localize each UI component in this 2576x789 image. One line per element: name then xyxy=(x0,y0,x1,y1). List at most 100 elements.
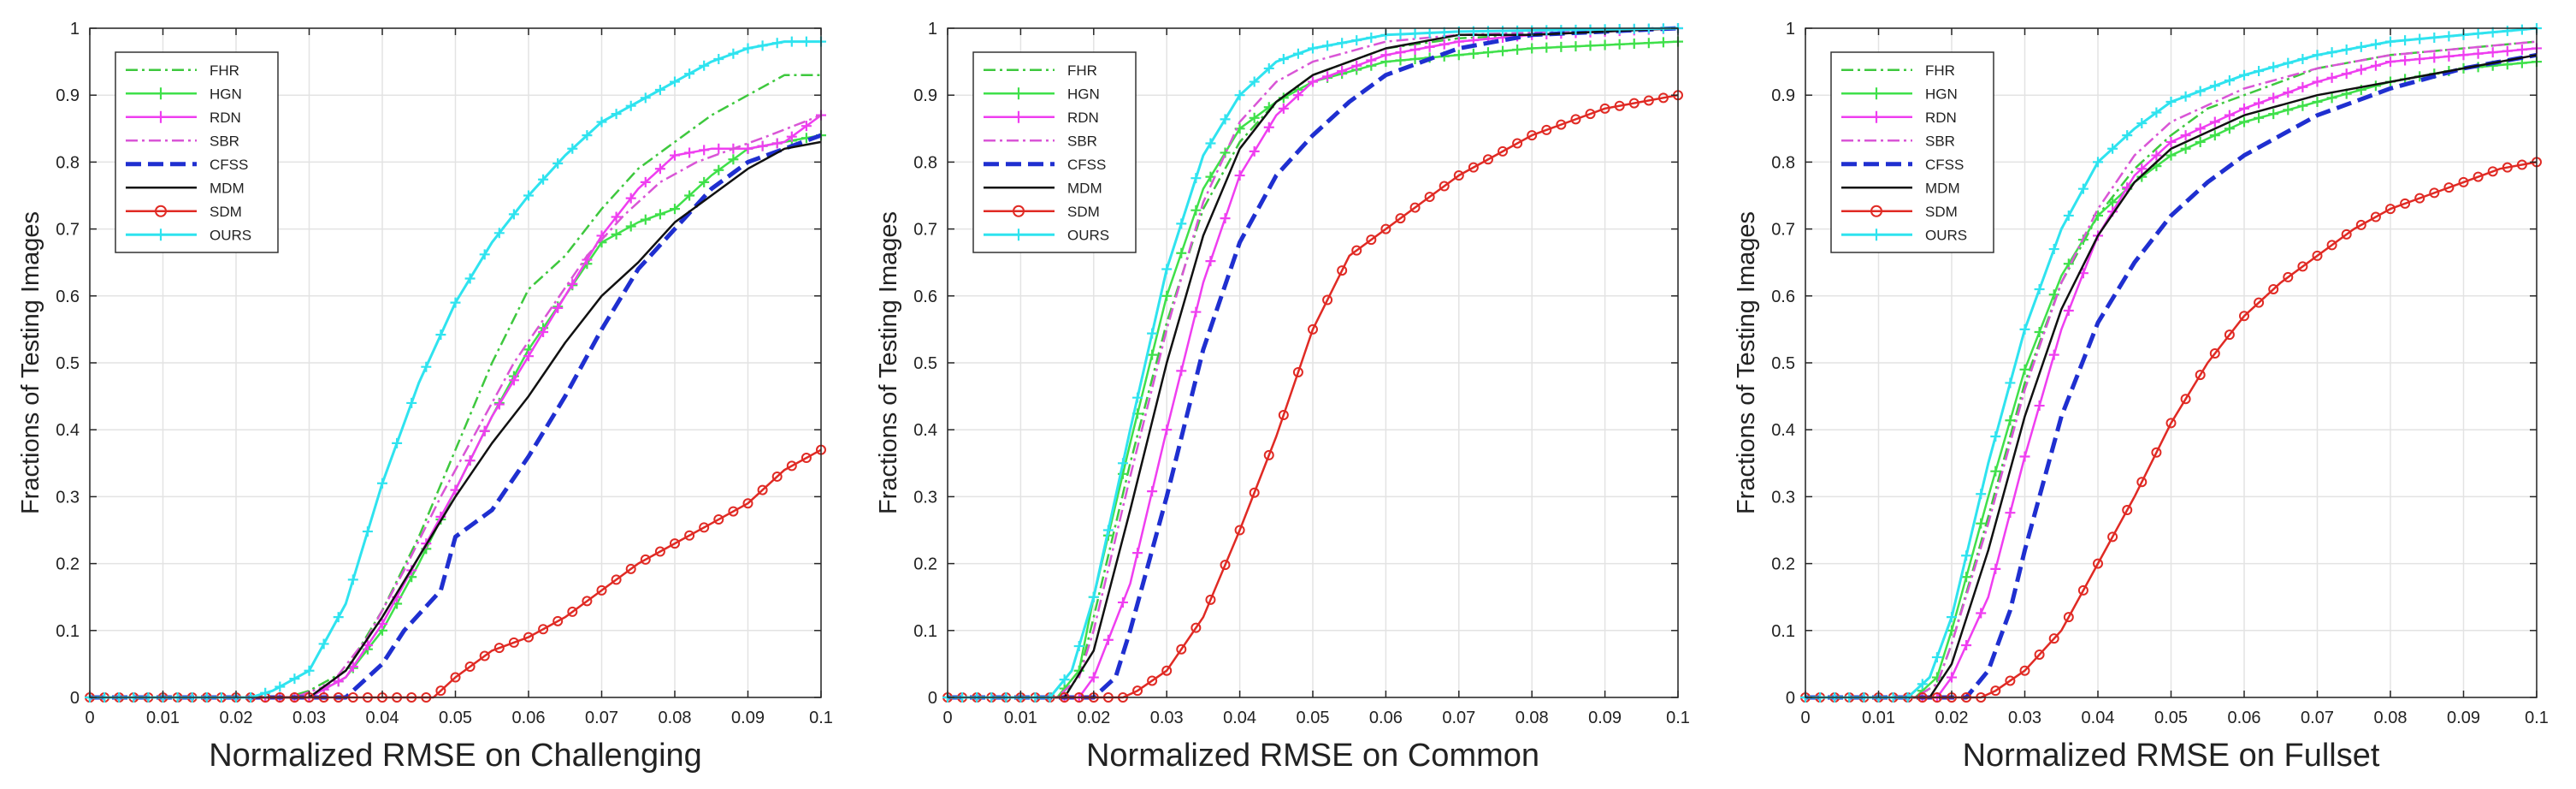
series-marker-ours xyxy=(2209,80,2220,92)
y-tick-label: 0.8 xyxy=(913,153,937,172)
series-marker-rdn xyxy=(464,455,476,466)
series-line-sdm xyxy=(90,448,822,699)
series-marker-rdn xyxy=(1990,563,2001,574)
series-marker-hgn xyxy=(2005,415,2016,426)
series-marker-ours xyxy=(538,174,549,185)
series-marker-ours xyxy=(670,76,680,87)
y-tick-label: 0.2 xyxy=(56,555,80,574)
legend-label-sdm: SDM xyxy=(1067,204,1100,220)
series-marker-sdm xyxy=(538,624,549,635)
series-marker-rdn xyxy=(2297,81,2308,92)
series-marker-hgn xyxy=(2180,143,2191,154)
y-tick-label: 0.5 xyxy=(56,354,80,373)
x-tick-label: 0.05 xyxy=(439,709,472,727)
series-marker-sdm xyxy=(1643,95,1654,106)
series-marker-hgn xyxy=(699,176,710,187)
series-marker-rdn xyxy=(1947,672,1957,683)
series-marker-sdm xyxy=(1278,409,1289,420)
series-marker-ours xyxy=(1395,29,1406,40)
y-axis-label: Fractions of Testing Images xyxy=(1733,211,1760,514)
series-marker-sdm xyxy=(1351,245,1362,256)
series-marker-sdm xyxy=(1161,665,1173,676)
series-marker-hgn xyxy=(2195,136,2206,147)
series-marker-sdm xyxy=(1990,685,2001,697)
series-marker-sdm xyxy=(1424,192,1435,203)
x-tick-label: 0.07 xyxy=(1442,709,1475,727)
series-line-cfss xyxy=(90,133,822,700)
series-marker-rdn xyxy=(2283,87,2294,98)
legend-marker-rdn xyxy=(1870,110,1882,123)
x-tick-label: 0 xyxy=(85,709,94,727)
series-marker-hgn xyxy=(1147,349,1158,360)
x-tick-label: 0.02 xyxy=(1077,709,1110,727)
series-marker-rdn xyxy=(757,140,768,151)
legend-label-hgn: HGN xyxy=(1067,86,1100,102)
series-marker-sdm xyxy=(1249,487,1260,498)
series-line-cfss xyxy=(1805,52,2538,700)
series-marker-rdn xyxy=(1132,548,1143,559)
y-tick-label: 0.4 xyxy=(1771,421,1795,440)
series-marker-rdn xyxy=(2151,150,2162,161)
series-marker-ours xyxy=(1541,25,1552,36)
x-axis-label: Normalized RMSE on Challenging xyxy=(209,738,702,774)
series-marker-sdm xyxy=(2136,477,2148,488)
series-marker-ours xyxy=(1234,90,1245,101)
series-marker-hgn xyxy=(1161,290,1173,301)
series-marker-sdm xyxy=(1308,323,1318,335)
series-marker-ours xyxy=(450,297,461,308)
series-marker-hgn xyxy=(2019,364,2030,375)
legend: FHR HGN RDN SBR CFSS MDM SDM OURS xyxy=(1830,51,1994,253)
legend-label-ours: OURS xyxy=(1067,227,1109,243)
series-marker-ours xyxy=(2443,31,2455,42)
series-marker-sdm xyxy=(2019,665,2030,676)
y-tick-label: 0.1 xyxy=(56,622,80,641)
x-tick-label: 0.08 xyxy=(2374,709,2408,727)
series-marker-ours xyxy=(493,228,505,239)
series-marker-sdm xyxy=(582,596,593,607)
series-marker-sdm xyxy=(1191,622,1202,633)
series-marker-ours xyxy=(2355,41,2366,52)
series-marker-ours xyxy=(1292,48,1303,59)
series-marker-rdn xyxy=(1961,640,1972,651)
series-marker-sdm xyxy=(523,632,534,643)
series-marker-rdn xyxy=(742,143,753,154)
x-tick-label: 0.1 xyxy=(2525,709,2549,727)
x-tick-label: 0.01 xyxy=(1004,709,1037,727)
series-marker-hgn xyxy=(2239,116,2249,128)
series-marker-rdn xyxy=(1234,170,1245,181)
series-marker-ours xyxy=(654,84,665,95)
series-marker-ours xyxy=(2516,24,2527,35)
series-marker-sdm xyxy=(1453,170,1464,181)
series-marker-ours xyxy=(2385,36,2396,47)
x-tick-label: 0.03 xyxy=(292,709,326,727)
x-tick-label: 0.06 xyxy=(512,709,546,727)
series-marker-rdn xyxy=(2400,55,2411,66)
series-marker-rdn xyxy=(493,399,505,410)
legend: FHR HGN RDN SBR CFSS MDM SDM OURS xyxy=(115,51,279,253)
series-marker-rdn xyxy=(552,302,564,313)
series-marker-sdm xyxy=(2239,311,2249,322)
legend-label-sdm: SDM xyxy=(1925,204,1958,220)
series-marker-ours xyxy=(2077,183,2089,194)
series-marker-sdm xyxy=(2224,329,2235,341)
series-marker-ours xyxy=(289,673,300,685)
series-marker-rdn xyxy=(508,375,519,386)
x-tick-label: 0.09 xyxy=(1588,709,1622,727)
series-marker-rdn xyxy=(654,163,665,175)
series-marker-ours xyxy=(2414,33,2425,44)
series-marker-ours xyxy=(2268,62,2279,73)
series-marker-ours xyxy=(2297,53,2308,64)
legend-label-fhr: FHR xyxy=(1067,62,1097,79)
series-marker-sdm xyxy=(699,522,710,533)
series-marker-sdm xyxy=(2443,182,2455,193)
series-marker-rdn xyxy=(2414,53,2425,64)
y-tick-label: 0.4 xyxy=(56,421,80,440)
series-marker-hgn xyxy=(728,154,739,165)
series-marker-rdn xyxy=(1176,365,1187,377)
series-marker-sdm xyxy=(2151,447,2162,458)
series-marker-ours xyxy=(2180,91,2191,102)
series-marker-sdm xyxy=(596,584,607,596)
series-marker-ours xyxy=(2151,107,2162,118)
series-marker-rdn xyxy=(1409,44,1421,56)
